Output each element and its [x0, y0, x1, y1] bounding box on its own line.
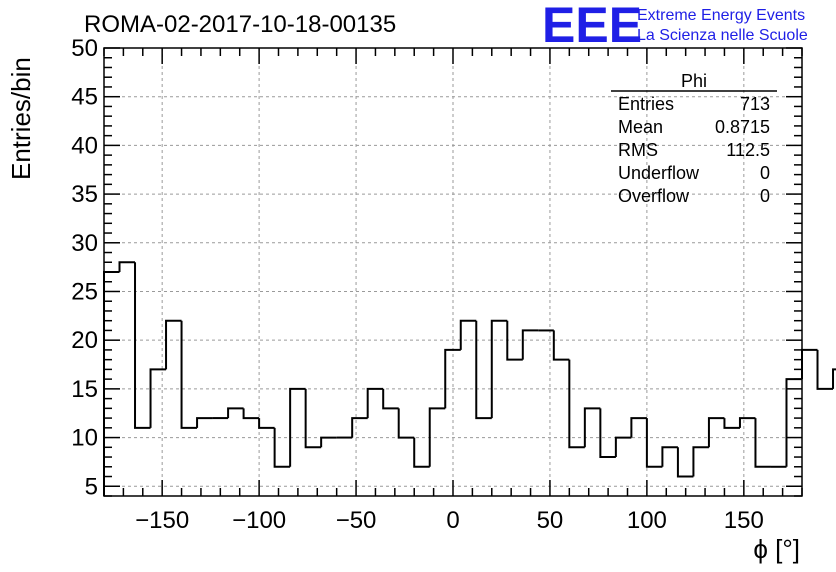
- histogram-bin: [630, 417, 647, 438]
- stats-label: RMS: [618, 140, 658, 160]
- stats-value: 0.8715: [715, 117, 770, 137]
- chart-title: ROMA-02-2017-10-18-00135: [84, 11, 396, 38]
- x-tick-label: 0: [446, 507, 459, 534]
- stats-label: Mean: [618, 117, 663, 137]
- histogram-bin: [242, 408, 260, 420]
- logo-line-2: La Scienza nelle Scuole: [637, 27, 808, 44]
- stats-value: 0: [760, 186, 770, 206]
- histogram-bin: [568, 359, 585, 449]
- histogram-bars: [103, 261, 836, 496]
- histogram-bin: [661, 446, 678, 467]
- stats-box: Phi Entries 713 Mean 0.8715 RMS 112.5 Underflo…: [611, 71, 777, 206]
- y-tick-label: 40: [71, 132, 98, 159]
- y-tick-label: 10: [71, 425, 98, 452]
- histogram-bin: [165, 319, 182, 370]
- stats-title: Phi: [681, 71, 707, 91]
- histogram-bin: [304, 388, 322, 449]
- histogram-bin: [785, 378, 802, 467]
- histogram-bin: [413, 437, 430, 468]
- histogram-bin: [196, 417, 213, 428]
- histogram-bin: [490, 319, 508, 419]
- y-tick-label: 15: [71, 376, 98, 403]
- histogram-bin: [366, 387, 384, 419]
- y-tick-label: 35: [71, 181, 98, 208]
- histogram-bin: [320, 436, 337, 448]
- histogram-bin: [227, 407, 244, 419]
- logo-line-1: Extreme Energy Events: [637, 7, 805, 24]
- stats-value: 0: [760, 163, 770, 183]
- y-tick-label: 50: [71, 35, 98, 62]
- histogram-bin: [521, 329, 539, 360]
- histogram-bin: [444, 348, 461, 409]
- logo-mark: EEE: [542, 0, 642, 53]
- stats-label: Entries: [618, 94, 674, 114]
- histogram-bin: [134, 262, 151, 429]
- histogram-bin: [614, 436, 632, 458]
- stats-label: Overflow: [618, 186, 690, 206]
- histogram-bin: [816, 349, 834, 390]
- histogram-bin: [738, 417, 756, 428]
- histogram-bin: [428, 407, 446, 467]
- y-tick-label: 5: [85, 473, 98, 500]
- x-tick-label: −50: [336, 507, 377, 534]
- x-axis-title: ϕ [°]: [753, 534, 800, 564]
- stats-label: Underflow: [618, 163, 700, 183]
- histogram-bin: [459, 319, 477, 350]
- stats-value: 112.5: [726, 140, 770, 160]
- histogram-bin: [180, 320, 198, 429]
- histogram-bin: [707, 417, 725, 448]
- histogram-bin: [676, 447, 694, 478]
- histogram-bin: [754, 418, 771, 468]
- y-axis-title: Entries/bin: [6, 57, 36, 180]
- histogram-bin: [351, 417, 368, 438]
- x-tick-label: 100: [627, 507, 667, 534]
- histogram-bin: [599, 408, 616, 459]
- histogram-bin: [645, 418, 663, 468]
- y-tick-label: 30: [71, 230, 98, 257]
- histogram-bin: [103, 271, 120, 496]
- histogram-bin: [552, 330, 570, 361]
- histogram-bin: [692, 446, 709, 477]
- histogram-bin: [118, 261, 136, 272]
- histogram-bin: [506, 320, 523, 361]
- stats-rows: Entries 713 Mean 0.8715 RMS 112.5 Underflow 0 Ov…: [618, 94, 770, 206]
- tick-labels: −150 −100 −50 0 50 100 150 5 10 15 20 25 30 35 40 45 50: [71, 35, 764, 534]
- histogram-bin: [475, 320, 492, 420]
- histogram-bin: [832, 368, 836, 389]
- x-tick-label: 50: [537, 507, 564, 534]
- stats-value: 713: [740, 94, 770, 114]
- y-tick-label: 25: [71, 278, 98, 305]
- histogram-bin: [289, 387, 306, 467]
- x-tick-label: 150: [724, 507, 764, 534]
- histogram-bin: [258, 418, 275, 429]
- histogram-bin: [382, 388, 399, 410]
- histogram-bin: [149, 368, 167, 428]
- histogram-bin: [583, 407, 601, 448]
- x-tick-label: −100: [232, 507, 286, 534]
- histogram-bin: [273, 427, 291, 468]
- y-tick-label: 20: [71, 327, 98, 354]
- eee-logo: EEE Extreme Energy Events La Scienza nel…: [542, 0, 808, 53]
- histogram-bin: [397, 408, 415, 439]
- x-tick-label: −150: [135, 507, 189, 534]
- axis-ticks: [103, 47, 803, 497]
- histogram-bin: [723, 418, 740, 429]
- grid-layer: [104, 47, 802, 496]
- y-tick-label: 45: [71, 84, 98, 111]
- histogram-bin: [801, 348, 818, 380]
